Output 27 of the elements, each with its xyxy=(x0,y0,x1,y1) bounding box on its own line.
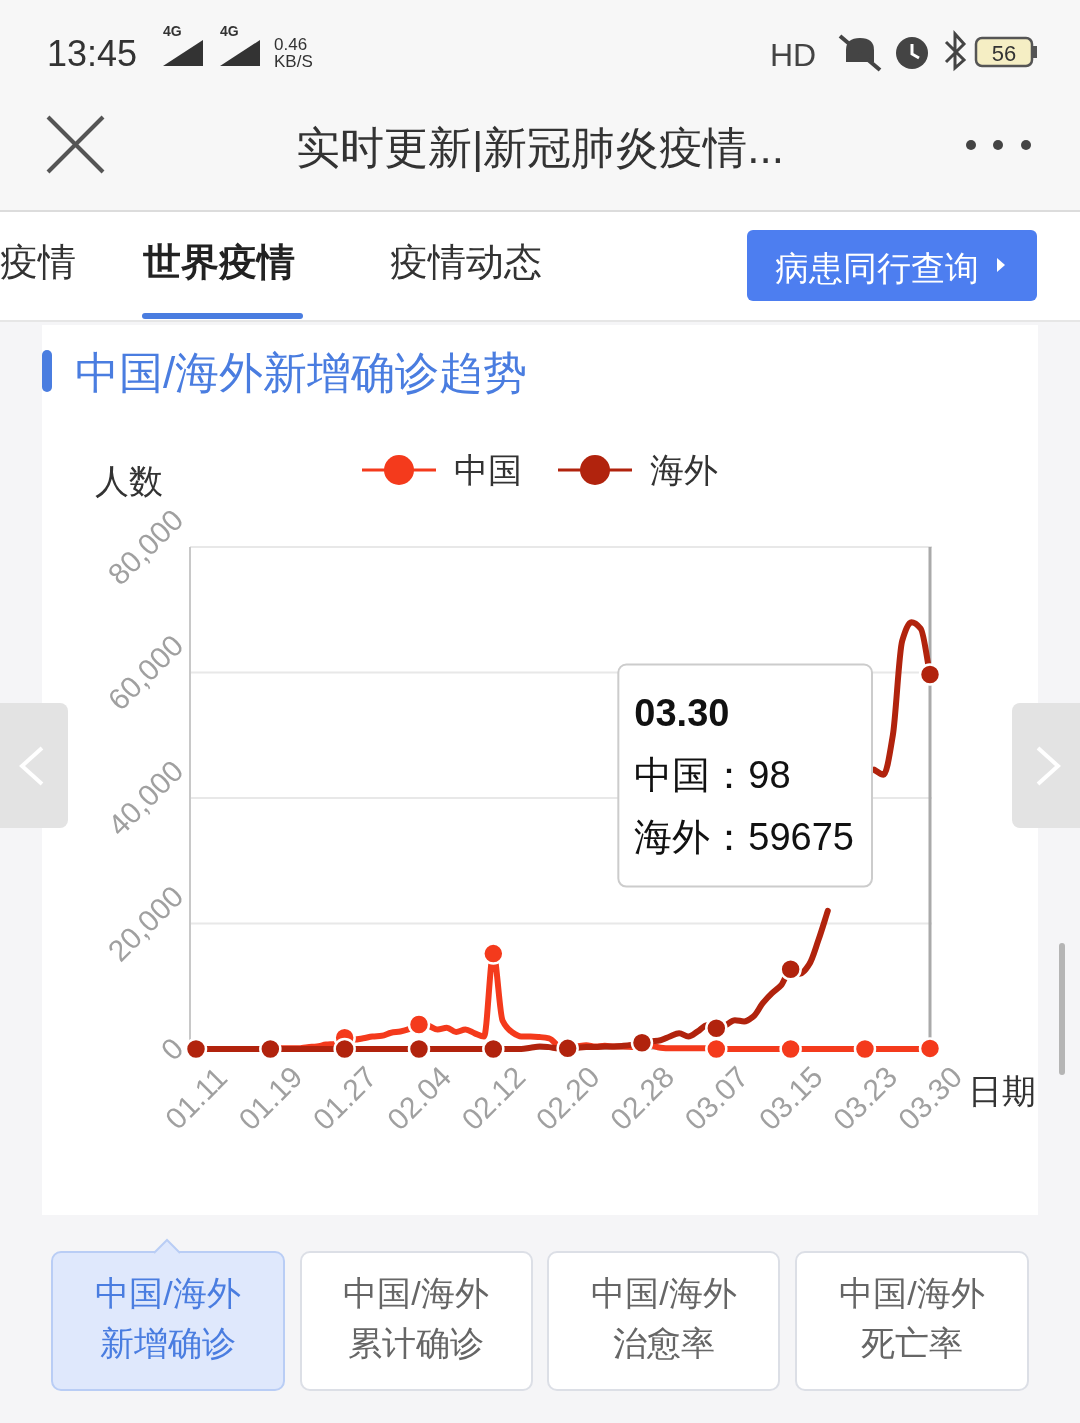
text: 0.46 KB/S xyxy=(274,35,313,71)
text: 病患同行查询 xyxy=(775,249,979,287)
y-tick-label: 0 xyxy=(154,1031,190,1067)
annotation: 03.30 中国：98 海外：59675 xyxy=(634,691,854,858)
text: 疫情 xyxy=(0,241,76,283)
text: 4G xyxy=(220,23,239,39)
text: 56 xyxy=(991,41,1017,66)
text: 中国/海外 xyxy=(343,1274,489,1312)
text: 中国/海外 xyxy=(95,1274,241,1312)
legend-label: 中国 xyxy=(454,451,522,489)
tooltip: 03.30 中国：98 海外：59675 xyxy=(617,663,873,888)
x-axis-title: 日期 xyxy=(968,1072,1036,1110)
text: 中国/海外 xyxy=(591,1274,737,1312)
chart-title: 中国/海外新增确诊趋势 xyxy=(75,348,528,397)
text: 世界疫情 xyxy=(143,241,295,283)
text: 死亡率 xyxy=(861,1324,963,1362)
text: 累计确诊 xyxy=(348,1324,484,1362)
text: 13:45 xyxy=(47,33,138,74)
text: 治愈率 xyxy=(613,1324,715,1362)
text: 中国/海外 xyxy=(839,1274,985,1312)
text: 新增确诊 xyxy=(100,1324,236,1362)
text: 疫情动态 xyxy=(390,241,542,283)
text: 实时更新|新冠肺炎疫情... xyxy=(295,123,785,172)
text: 4G xyxy=(163,23,182,39)
y-axis-title: 人数 xyxy=(95,462,163,500)
legend-label: 海外 xyxy=(650,451,718,489)
text: HD xyxy=(770,37,817,73)
